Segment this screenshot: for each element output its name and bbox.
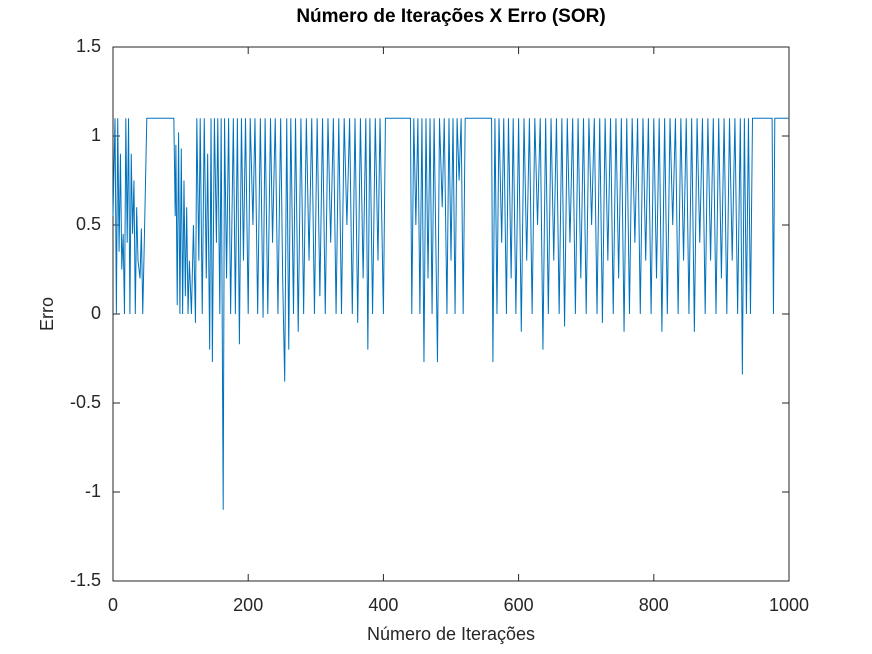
data-line xyxy=(112,117,789,510)
x-axis-label: Número de Iterações xyxy=(367,624,535,644)
y-tick-label: 0.5 xyxy=(76,214,101,234)
y-axis-label: Erro xyxy=(37,297,57,331)
y-tick-label: 1.5 xyxy=(76,36,101,56)
x-tick-label: 200 xyxy=(233,595,263,615)
x-tick-label: 800 xyxy=(639,595,669,615)
x-tick-label: 600 xyxy=(504,595,534,615)
y-tick-label: 0 xyxy=(91,303,101,323)
y-tick-label: -1.5 xyxy=(70,570,101,590)
y-tick-label: 1 xyxy=(91,125,101,145)
x-tick-label: 400 xyxy=(368,595,398,615)
chart-title: Número de Iterações X Erro (SOR) xyxy=(296,6,605,27)
x-tick-label: 1000 xyxy=(769,595,809,615)
y-tick-label: -0.5 xyxy=(70,392,101,412)
y-tick-label: -1 xyxy=(85,481,101,501)
x-tick-label: 0 xyxy=(108,595,118,615)
